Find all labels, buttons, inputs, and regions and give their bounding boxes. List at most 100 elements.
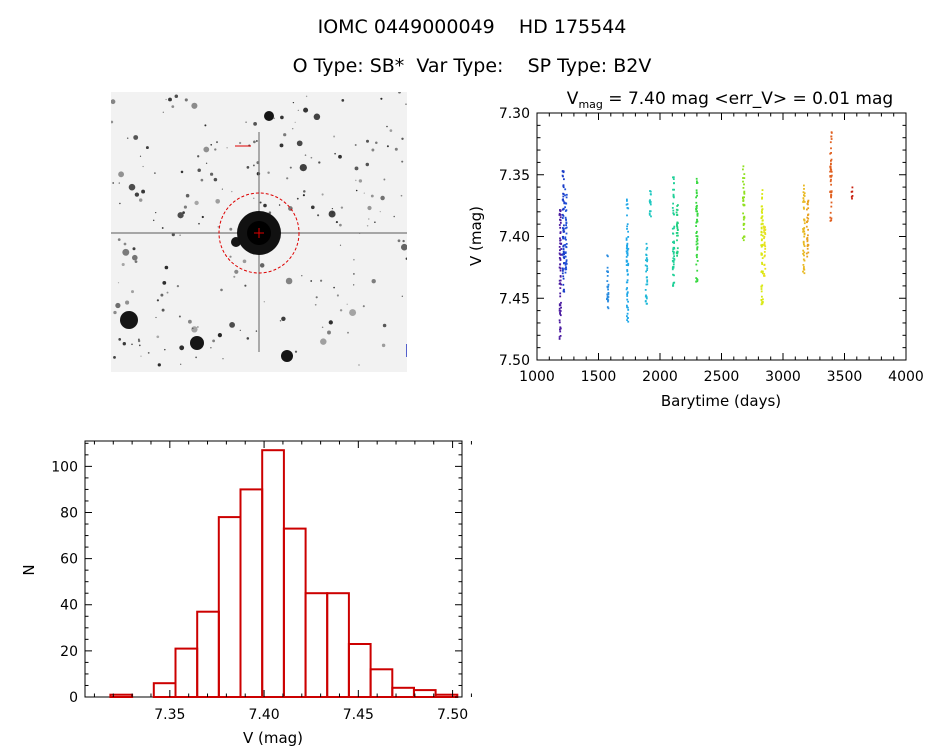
lc-data-point <box>560 301 562 304</box>
lc-data-point <box>558 321 561 324</box>
lc-data-point <box>850 196 853 198</box>
lc-data-point <box>646 283 649 286</box>
lc-data-point <box>564 236 567 239</box>
lc-data-point <box>672 266 674 268</box>
lc-data-point <box>646 280 649 283</box>
lc-data-point <box>806 237 809 239</box>
lc-data-point <box>563 178 565 181</box>
lc-data-point <box>830 169 833 171</box>
lc-data-point <box>761 196 763 199</box>
field-star <box>221 188 223 190</box>
lc-data-point <box>829 180 832 183</box>
lc-data-point <box>764 226 766 228</box>
lc-data-point <box>761 302 764 304</box>
field-star <box>113 310 117 315</box>
lc-data-point <box>607 293 610 296</box>
lc-data-point <box>673 188 675 191</box>
lc-data-point <box>673 182 675 185</box>
lc-data-point <box>606 254 609 257</box>
field-star <box>220 288 223 292</box>
field-star <box>310 156 313 159</box>
lc-data-point <box>743 183 745 186</box>
lc-data-point <box>562 215 565 217</box>
field-star <box>259 201 262 204</box>
field-star <box>405 103 407 105</box>
lc-data-point <box>743 217 746 219</box>
lc-data-point <box>761 295 763 298</box>
field-star <box>281 316 286 322</box>
lc-data-point <box>763 273 766 275</box>
lc-data-point <box>625 281 628 284</box>
lc-data-point <box>696 230 698 233</box>
lc-data-point <box>696 235 699 238</box>
field-star <box>244 284 247 287</box>
lc-data-point <box>644 300 647 302</box>
lc-data-point <box>562 193 565 195</box>
lc-data-point <box>649 193 652 195</box>
lc-data-point <box>565 193 568 196</box>
lc-data-point <box>803 201 806 203</box>
field-star <box>132 254 138 261</box>
hist-y-tick-label: 0 <box>69 690 78 706</box>
lc-data-point <box>562 171 565 174</box>
field-star <box>355 189 358 192</box>
field-star <box>121 262 125 267</box>
field-star <box>164 348 166 351</box>
lc-data-point <box>802 241 805 244</box>
lc-data-point <box>761 219 764 222</box>
lc-data-point <box>645 242 648 245</box>
field-star <box>138 344 141 347</box>
lc-data-point <box>761 238 763 241</box>
lc-data-point <box>672 248 675 251</box>
hist-y-tick-label: 60 <box>60 552 78 568</box>
field-star <box>222 358 224 360</box>
lc-data-point <box>802 264 805 266</box>
field-star <box>145 146 149 150</box>
field-star <box>134 260 138 263</box>
lc-data-point <box>565 224 567 226</box>
lc-data-point <box>559 259 562 261</box>
lc-data-point <box>644 264 647 267</box>
lc-data-point <box>742 197 744 199</box>
hist-x-tick-label: 7.50 <box>437 707 468 723</box>
lc-data-point <box>627 236 630 238</box>
lc-data-point <box>626 304 628 307</box>
field-star <box>171 232 175 237</box>
lc-data-point <box>607 299 610 302</box>
lc-data-point <box>626 228 628 230</box>
field-star <box>362 305 365 308</box>
lc-data-point <box>695 207 698 209</box>
field-star <box>358 364 360 366</box>
field-star <box>140 355 142 357</box>
bright-field-star <box>190 336 204 350</box>
lc-data-point <box>559 239 561 242</box>
field-star <box>263 301 265 303</box>
lc-data-point <box>829 170 831 173</box>
lc-data-point <box>807 214 809 216</box>
field-star <box>318 161 321 164</box>
lc-data-point <box>559 295 562 298</box>
lc-data-point <box>695 243 698 246</box>
field-star <box>117 238 121 241</box>
field-star <box>213 177 218 182</box>
lc-data-point <box>763 231 765 234</box>
hist-y-tick-label: 80 <box>60 505 78 521</box>
lc-data-point <box>676 221 679 224</box>
lc-data-point <box>677 234 679 237</box>
field-star <box>405 257 407 260</box>
lc-data-point <box>761 261 763 264</box>
lc-data-point <box>676 228 679 231</box>
lc-data-point <box>762 270 764 273</box>
lc-data-point <box>763 263 766 266</box>
lc-data-point <box>830 195 832 198</box>
field-star <box>355 179 357 182</box>
lc-data-point <box>803 219 806 222</box>
lc-data-point <box>760 205 763 208</box>
magnitude-histogram: 7.35 7.40 7.45 7.50 0 20 40 60 80 100 V (mag) N <box>20 440 472 747</box>
lc-data-point <box>564 252 567 254</box>
histogram-bar <box>326 592 350 698</box>
lc-data-point <box>802 240 805 243</box>
field-star <box>294 121 296 123</box>
lc-data-point <box>695 235 698 237</box>
light-curve-points <box>558 131 854 340</box>
